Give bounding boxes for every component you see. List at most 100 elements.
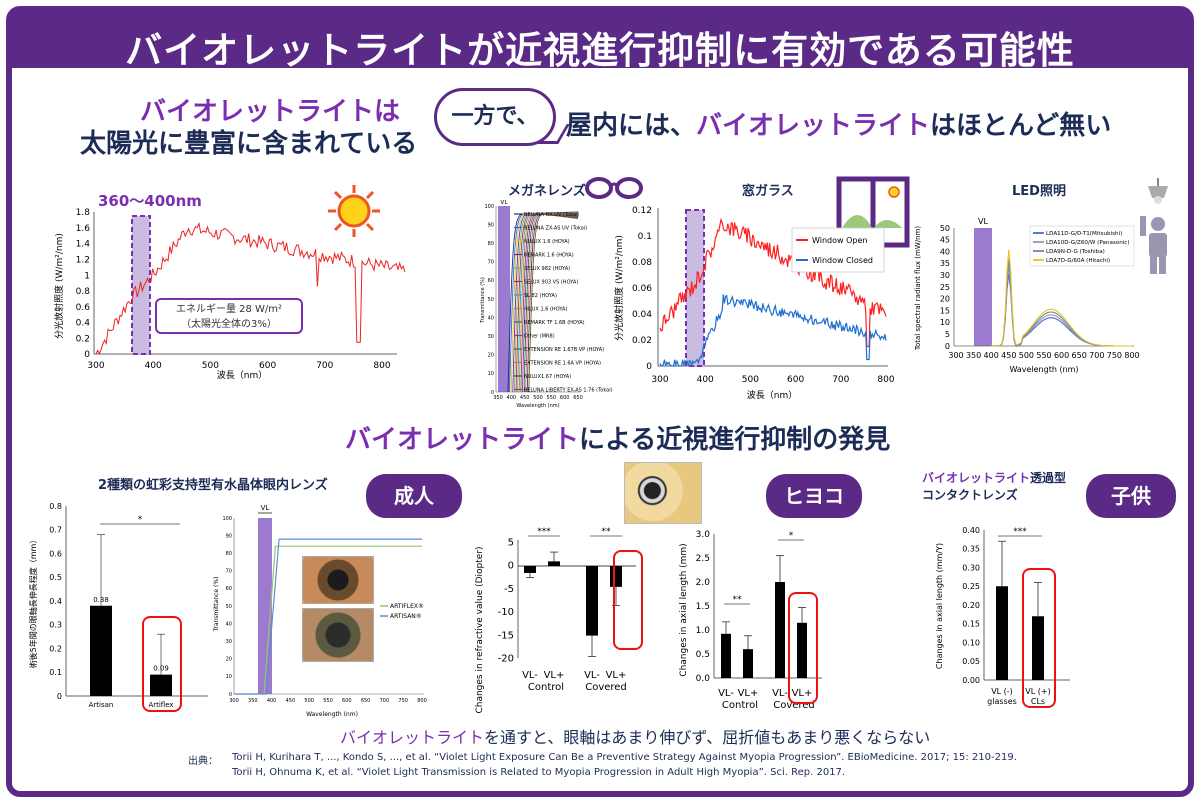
window-legend-closed: Window Closed bbox=[812, 256, 873, 265]
led-x-ticks: 300 350 400 450 500 550 600 650 700 750 800 bbox=[948, 351, 1139, 360]
window-xtick-0: 300 bbox=[651, 375, 668, 385]
chick-axial-ytick-6: 0.0 bbox=[696, 674, 711, 684]
adult-sig: * bbox=[138, 515, 143, 525]
solar-x-ticks: 300 400 500 600 700 800 bbox=[87, 361, 390, 371]
chick-axial-ytick-5: 0.5 bbox=[696, 650, 710, 660]
solar-xtick-1: 400 bbox=[145, 361, 162, 371]
adult-legend-artiflex: ARTIFLEX® bbox=[390, 603, 424, 610]
glasses-xtick-6: 650 bbox=[573, 395, 583, 401]
child-cat-1: VL (-) bbox=[991, 687, 1013, 696]
solar-ylabel: 分光放射照度 (W/m²/nm) bbox=[53, 233, 65, 339]
glasses-curve-7 bbox=[518, 213, 579, 393]
chick-refr-ytick-2: -5 bbox=[504, 584, 514, 595]
glasses-ytick-2: 80 bbox=[488, 241, 494, 247]
led-title: LED照明 bbox=[1012, 184, 1066, 199]
adult-bar-cat-0: Artisan bbox=[89, 701, 114, 709]
solar-xlabel: 波長（nm） bbox=[217, 369, 267, 381]
child-title: バイオレットライト透過型 コンタクトレンズ bbox=[922, 470, 1066, 504]
glasses-ylabel: Transmittance (%) bbox=[480, 277, 486, 324]
chick-refr-group-control: Control bbox=[528, 682, 564, 693]
led-xtick-3: 450 bbox=[1001, 351, 1016, 360]
solar-xtick-0: 300 bbox=[87, 361, 104, 371]
glasses-xtick-0: 350 bbox=[493, 395, 503, 401]
child-ytick-5: 0.15 bbox=[962, 620, 980, 629]
led-xtick-8: 700 bbox=[1089, 351, 1104, 360]
window-y-ticks: 0.12 0.1 0.08 0.06 0.04 0.02 0 bbox=[632, 206, 652, 372]
adult-bar-chart: 0.8 0.7 0.6 0.5 0.4 0.3 0.2 0.1 0 0.38 Artisan 0.0… bbox=[28, 502, 208, 709]
chick-refr-cat-1: VL+ bbox=[544, 670, 565, 681]
chick-axial-ytick-3: 1.5 bbox=[696, 602, 710, 612]
adult-trans-ytick-5: 50 bbox=[226, 604, 232, 610]
glasses-legend-item-2: NULUX 1.6 (HOYA) bbox=[524, 239, 570, 245]
chick-axial-sig-1: ** bbox=[733, 595, 743, 605]
chick-axial-bars bbox=[721, 555, 807, 678]
led-xlabel: Wavelength (nm) bbox=[1009, 365, 1078, 374]
child-title-2: コンタクトレンズ bbox=[922, 488, 1018, 502]
led-curves bbox=[991, 249, 1132, 347]
glasses-curve-13 bbox=[528, 213, 579, 393]
led-xtick-10: 800 bbox=[1124, 351, 1139, 360]
chick-refr-y-ticks: 5 0 -5 -10 -15 -20 bbox=[498, 538, 514, 665]
indoor-heading-pre: 屋内には、 bbox=[566, 111, 697, 141]
child-ytick-3: 0.25 bbox=[962, 582, 980, 591]
led-xtick-6: 600 bbox=[1054, 351, 1069, 360]
adult-trans-ytick-7: 30 bbox=[226, 639, 232, 645]
glasses-ytick-3: 70 bbox=[488, 260, 494, 266]
child-highlight-box bbox=[1022, 568, 1056, 708]
child-ytick-8: 0.00 bbox=[962, 676, 980, 685]
solar-range-label: 360～400nm bbox=[98, 192, 202, 210]
adult-bar-0 bbox=[90, 605, 112, 696]
adult-trans-ytick-6: 40 bbox=[226, 621, 232, 627]
chick-refr-ytick-4: -15 bbox=[498, 630, 514, 641]
window-legend-open: Window Open bbox=[812, 236, 867, 245]
chick-refr-bars bbox=[524, 551, 622, 657]
adult-title: 2種類の虹彩支持型有水晶体眼内レンズ bbox=[98, 478, 328, 493]
adult-trans-xtick-2: 400 bbox=[267, 698, 277, 704]
adult-bar-1 bbox=[150, 674, 172, 696]
led-vl-label: VL bbox=[978, 217, 988, 226]
chick-refr-bar-1 bbox=[548, 561, 560, 566]
solar-ytick-6: 0.6 bbox=[76, 303, 91, 313]
child-ytick-2: 0.30 bbox=[962, 563, 980, 572]
window-xtick-5: 800 bbox=[877, 375, 894, 385]
glasses-curve-11 bbox=[525, 213, 579, 393]
chick-axial-highlight-box bbox=[788, 592, 818, 704]
child-bar-0 bbox=[996, 586, 1008, 680]
child-ylabel: Changes in axial length (mm/Y) bbox=[935, 543, 944, 669]
led-xtick-4: 500 bbox=[1019, 351, 1034, 360]
artisan-eye-photo bbox=[302, 608, 374, 662]
adult-trans-vl: VL bbox=[261, 504, 270, 512]
chick-photo bbox=[624, 462, 702, 524]
chick-refr-cat-0: VL- bbox=[522, 670, 538, 681]
led-legend-item-3: LDA7D-G/60A (Hitachi) bbox=[1046, 258, 1110, 264]
conclusion: バイオレットライトを通すと、眼軸はあまり伸びず、屈折値もあまり悪くならない bbox=[340, 724, 930, 748]
glasses-ytick-1: 90 bbox=[488, 222, 494, 228]
adult-bar-ytick-3: 0.5 bbox=[49, 573, 62, 582]
led-ytick-4: 30 bbox=[940, 271, 950, 280]
solar-ytick-8: 0.2 bbox=[76, 334, 90, 344]
chick-axial-ytick-4: 1.0 bbox=[696, 626, 711, 636]
ref-2: Torii H, Ohnuma K, et al. “Violet Light … bbox=[232, 767, 846, 778]
chick-axial-group-covered: Covered bbox=[773, 700, 815, 711]
chick-axial-ytick-2: 2.0 bbox=[696, 578, 711, 588]
led-legend-item-0: LDA11D-G/D-T1(Mitsubishi) bbox=[1046, 231, 1122, 237]
led-ytick-9: 5 bbox=[945, 330, 950, 339]
chick-pill: ヒヨコ bbox=[766, 474, 862, 518]
adult-bar-ylabel: 術後5年間の眼軸長伸長程度（mm） bbox=[28, 536, 38, 669]
bubble-onpo: 一方で、 bbox=[434, 88, 556, 146]
glasses-xlabel: Wavelength (nm) bbox=[516, 403, 559, 409]
window-title: 窓ガラス bbox=[742, 184, 794, 199]
glasses-legend-item-1: BELUNA ZX-AS UV (Tokai) bbox=[524, 226, 587, 232]
chick-refr-ytick-5: -20 bbox=[498, 654, 514, 665]
ref-1: Torii H, Kurihara T, ..., Kondo S, ..., … bbox=[232, 752, 1017, 763]
glasses-curve-12 bbox=[526, 213, 579, 393]
adult-bar-ytick-7: 0.1 bbox=[49, 668, 62, 677]
indoor-heading-hl: バイオレットライト bbox=[696, 111, 931, 141]
solar-ytick-7: 0.4 bbox=[76, 319, 91, 329]
adult-trans-x-ticks: 300 350 400 450 500 550 600 650 700 750 800 bbox=[229, 698, 427, 704]
window-closed-line bbox=[659, 294, 887, 368]
child-title-post: 透過型 bbox=[1030, 471, 1067, 485]
